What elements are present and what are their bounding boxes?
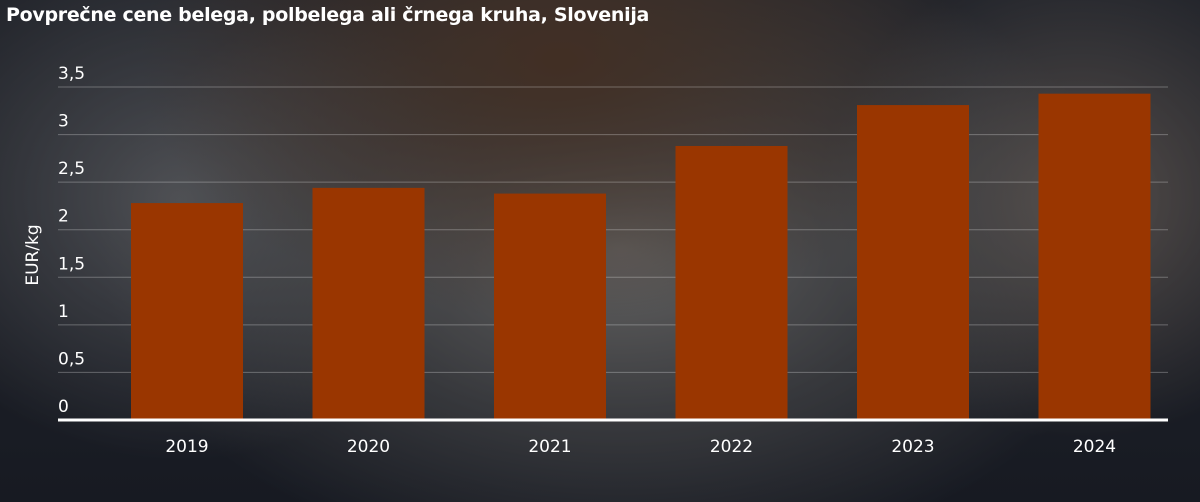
- x-tick-label: 2020: [347, 437, 390, 457]
- bar-2019: [131, 203, 243, 420]
- y-tick-label: 1: [58, 302, 69, 322]
- chart-title: Povprečne cene belega, polbelega ali črn…: [6, 4, 650, 26]
- x-tick-label: 2022: [710, 437, 753, 457]
- bar-2022: [675, 145, 788, 420]
- y-tick-label: 3: [58, 112, 69, 132]
- y-tick-label: 1,5: [58, 254, 85, 274]
- x-tick-label: 2019: [165, 437, 208, 457]
- y-tick-label: 0: [58, 397, 69, 417]
- x-tick-label: 2024: [1073, 437, 1116, 457]
- x-tick-label: 2021: [528, 437, 571, 457]
- bar-2021: [494, 193, 606, 420]
- y-tick-label: 2: [58, 207, 69, 227]
- y-tick-label: 0,5: [58, 349, 85, 369]
- bar-2020: [312, 187, 425, 420]
- x-tick-label: 2023: [891, 437, 934, 457]
- bar-2024: [1038, 93, 1151, 420]
- y-axis-label: EUR/kg: [23, 224, 43, 285]
- bar-2023: [857, 105, 969, 420]
- y-tick-label: 3,5: [58, 64, 85, 84]
- y-tick-label: 2,5: [58, 159, 85, 179]
